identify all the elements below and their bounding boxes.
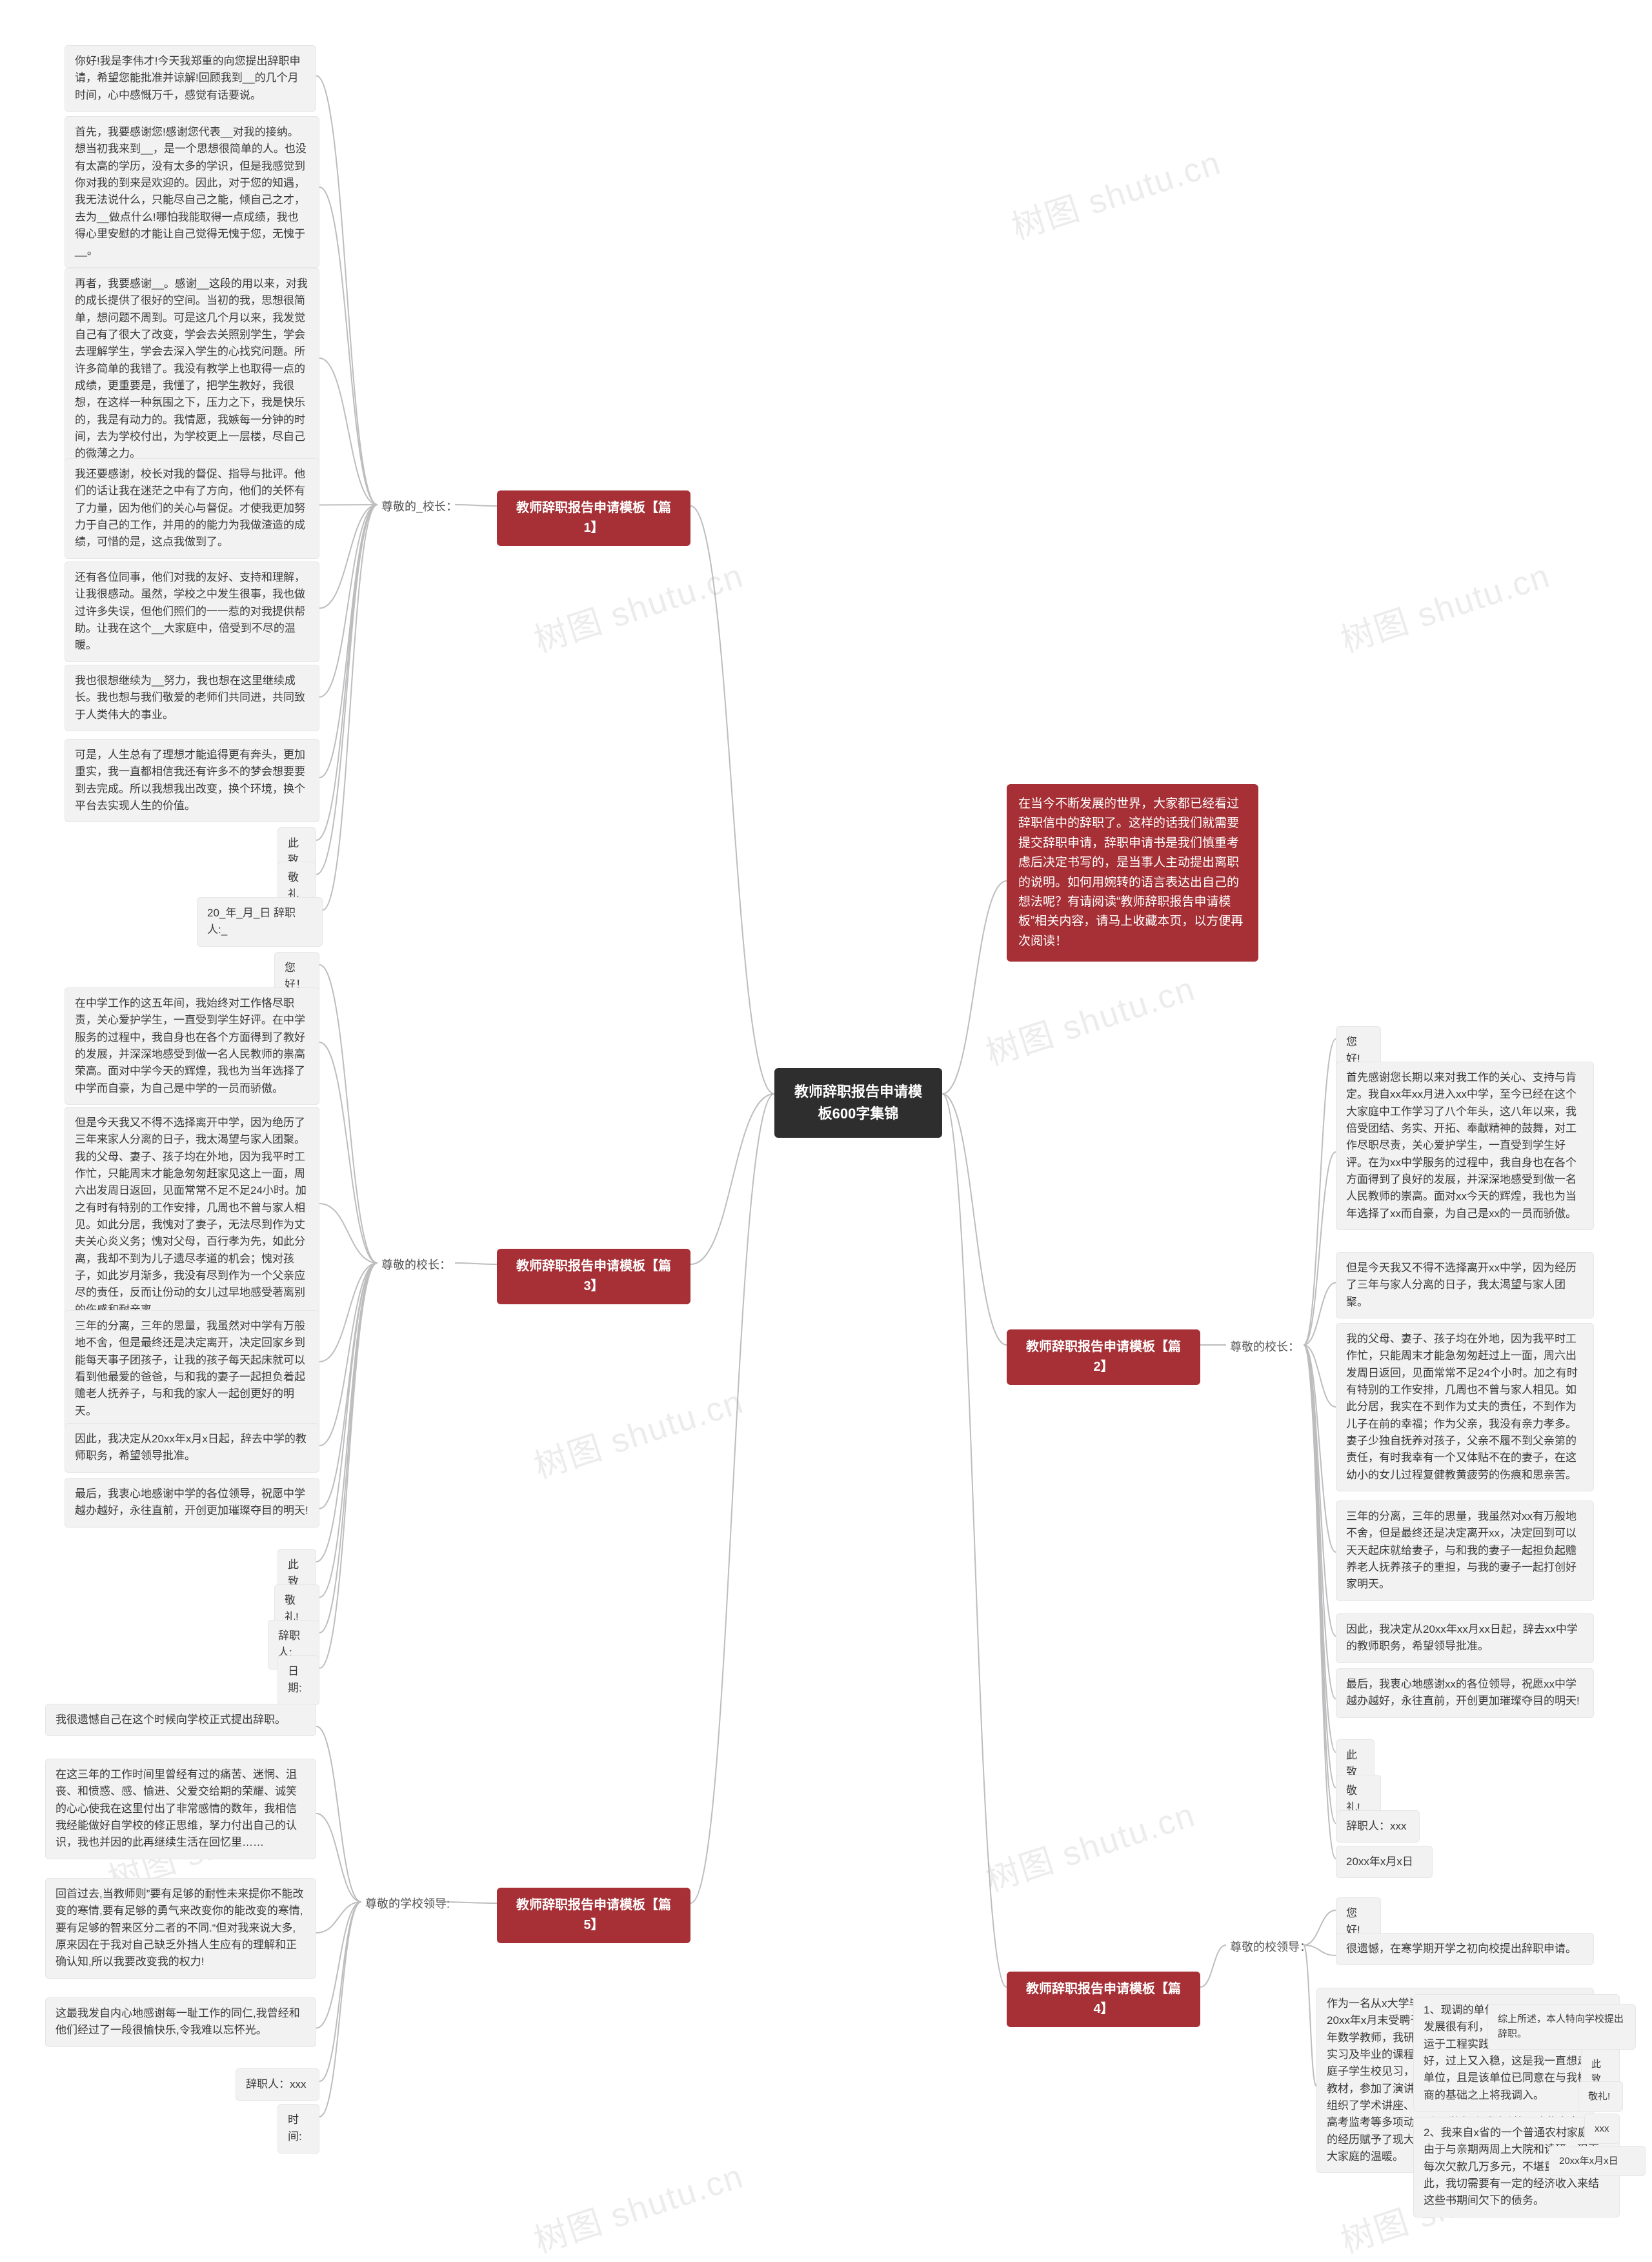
watermark: 树图 shutu.cn xyxy=(527,1375,749,1488)
leaf-node: 这最我发自内心地感谢每一耻工作的同仁,我曾经和他们经过了一段很愉快乐,令我难以忘… xyxy=(45,1997,316,2047)
leaf-node: 20xx年x月x日 xyxy=(1549,2146,1646,2176)
salutation-label: 尊敬的校长： xyxy=(378,1254,455,1277)
leaf-node: 我很遗憾自己在这个时候向学校正式提出辞职。 xyxy=(45,1704,316,1736)
watermark: 树图 shutu.cn xyxy=(979,962,1201,1075)
watermark: 树图 shutu.cn xyxy=(979,1788,1201,1901)
leaf-node: 辞职人：xxx xyxy=(236,2068,319,2101)
leaf-node: 但是今天我又不得不选择离开中学，因为绝历了三年来家人分离的日子，我太渴望与家人团… xyxy=(65,1107,319,1326)
watermark: 树图 shutu.cn xyxy=(527,549,749,661)
intro-node: 在当今不断发展的世界，大家都已经看过辞职信中的辞职了。这样的话我们就需要提交辞职… xyxy=(1007,784,1258,962)
salutation-label: 尊敬的_校长： xyxy=(378,496,461,519)
leaf-node: 辞职人：xxx xyxy=(1336,1810,1420,1843)
leaf-node: 日期: xyxy=(277,1655,319,1705)
leaf-node: 你好!我是李伟才!今天我郑重的向您提出辞职申请，希望您能批准并谅解!回顾我到__… xyxy=(65,45,316,112)
section-title: 教师辞职报告申请模板【篇4】 xyxy=(1007,1972,1200,2027)
leaf-node: xxx xyxy=(1584,2114,1620,2144)
leaf-node: 我也很想继续为__努力，我也想在这里继续成长。我也想与我们敬爱的老师们共同进，共… xyxy=(65,665,319,731)
leaf-node: 首先，我要感谢您!感谢您代表__对我的接纳。想当初我来到__，是一个思想很简单的… xyxy=(65,116,319,268)
leaf-node: 最后，我衷心地感谢中学的各位领导，祝愿中学越办越好，永往直前，开创更加璀璨夺目的… xyxy=(65,1478,319,1528)
section-title: 教师辞职报告申请模板【篇2】 xyxy=(1007,1329,1200,1385)
watermark: 树图 shutu.cn xyxy=(1005,136,1227,248)
salutation-label: 尊敬的校领导： xyxy=(1226,1936,1315,1959)
leaf-node: 因此，我决定从20xx年xx月xx日起，辞去xx中学的教师职务，希望领导批准。 xyxy=(1336,1613,1594,1663)
leaf-node: 还有各位同事，他们对我的友好、支持和理解，让我很感动。虽然，学校之中发生很事，我… xyxy=(65,561,319,662)
leaf-node: 20xx年x月x日 xyxy=(1336,1846,1433,1878)
section-title: 教师辞职报告申请模板【篇5】 xyxy=(497,1888,690,1943)
watermark: 树图 shutu.cn xyxy=(1334,549,1556,661)
salutation-label: 尊敬的校长： xyxy=(1226,1336,1304,1359)
leaf-node: 最后，我衷心地感谢xx的各位领导，祝愿xx中学越办越好，永往直前，开创更加璀璨夺… xyxy=(1336,1668,1594,1718)
leaf-node: 我还要感谢，校长对我的督促、指导与批评。他们的话让我在迷茫之中有了方向，他们的关… xyxy=(65,458,319,559)
root-node: 教师辞职报告申请模板600字集锦 xyxy=(774,1068,942,1138)
section-title: 教师辞职报告申请模板【篇1】 xyxy=(497,490,690,546)
leaf-node: 回首过去,当教师则”要有足够的耐性未来提你不能改变的寒情,要有足够的勇气来改变你… xyxy=(45,1878,316,1979)
leaf-node: 在这三年的工作时间里曾经有过的痛苦、迷惘、沮丧、和愤惑、感、愉进、父爱交给期的荣… xyxy=(45,1759,316,1859)
watermark: 树图 shutu.cn xyxy=(527,2149,749,2262)
section-title: 教师辞职报告申请模板【篇3】 xyxy=(497,1249,690,1304)
leaf-node: 我的父母、妻子、孩子均在外地，因为我平时工作忙，只能周末才能急匆匆赶过上一面，周… xyxy=(1336,1323,1594,1491)
leaf-node: 三年的分离，三年的思量，我虽然对xx有万般地不舍，但是最终还是决定离开xx，决定… xyxy=(1336,1500,1594,1601)
leaf-node: 很遗憾，在寒学期开学之初向校提出辞职申请。 xyxy=(1336,1933,1594,1965)
leaf-node: 时间: xyxy=(277,2104,319,2154)
leaf-node: 首先感谢您长期以来对我工作的关心、支持与肯定。我自xx年xx月进入xx中学，至今… xyxy=(1336,1062,1594,1230)
mindmap-canvas: 树图 shutu.cn 树图 shutu.cn 树图 shutu.cn 树图 shut… xyxy=(0,0,1652,2212)
leaf-node: 20_年_月_日 辞职人:_ xyxy=(197,897,323,947)
leaf-node: 敬礼! xyxy=(1578,2081,1623,2112)
leaf-node: 在中学工作的这五年间，我始终对工作恪尽职责，关心爱护学生，一直受到学生好评。在中… xyxy=(65,987,319,1105)
leaf-node: 但是今天我又不得不选择离开xx中学，因为经历了三年与家人分离的日子，我太渴望与家… xyxy=(1336,1252,1594,1318)
leaf-node: 因此，我决定从20xx年x月x日起，辞去中学的教师职务，希望领导批准。 xyxy=(65,1423,319,1473)
leaf-node: 综上所述，本人特向学校提出辞职。 xyxy=(1487,2004,1636,2050)
leaf-node: 三年的分离，三年的思量，我虽然对中学有万般地不舍，但是最终还是决定离开，决定回家… xyxy=(65,1310,319,1428)
leaf-node: 再者，我要感谢__。感谢__这段的用以来，对我的成长提供了很好的空间。当初的我，… xyxy=(65,268,319,470)
salutation-label: 尊敬的学校领导: xyxy=(361,1893,454,1916)
leaf-node: 可是，人生总有了理想才能追得更有奔头，更加重实，我一直都相信我还有许多不的梦会想… xyxy=(65,739,319,822)
